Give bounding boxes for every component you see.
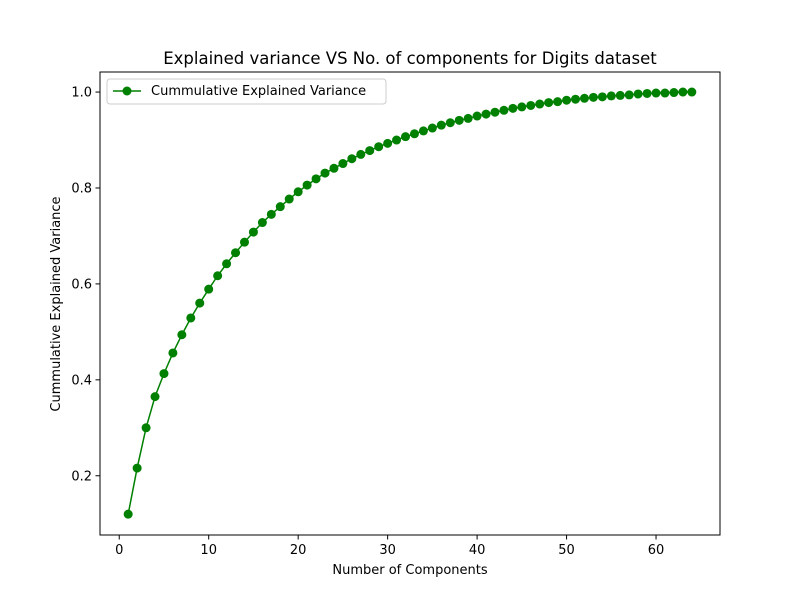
data-point [150,392,160,402]
data-point [571,94,581,104]
data-point [168,348,178,358]
y-tick-label: 0.8 [71,181,92,196]
data-point [651,88,661,98]
data-point [508,103,518,113]
data-point [472,111,482,121]
data-point [266,209,276,219]
data-point [222,259,232,269]
data-point [490,107,500,117]
data-point [517,102,527,112]
data-point [123,509,133,519]
data-point [320,168,330,178]
chart-title: Explained variance VS No. of components … [163,49,657,68]
data-point [195,298,205,308]
data-point [544,98,554,108]
legend: Cummulative Explained Variance [106,78,387,105]
data-point [579,93,589,103]
data-point [678,87,688,97]
legend-label: Cummulative Explained Variance [151,84,366,99]
data-point [642,88,652,98]
data-point [329,163,339,173]
data-point [177,330,187,340]
data-point [239,237,249,247]
data-point [231,248,241,258]
data-point [186,313,196,323]
x-tick-label: 40 [469,543,486,558]
data-point [392,135,402,145]
data-point [606,91,616,101]
data-point [624,90,634,100]
data-point [454,115,464,125]
x-tick-label: 60 [648,543,665,558]
x-tick-label: 0 [115,543,123,558]
data-point [409,129,419,139]
plot-area [123,87,697,519]
data-point [633,89,643,99]
data-point [669,88,679,98]
x-tick-label: 20 [290,543,307,558]
x-axis-label: Number of Components [332,563,487,578]
data-point [535,99,545,109]
legend-box [106,78,387,105]
data-point [445,118,455,128]
y-tick-label: 0.2 [71,469,92,484]
x-tick-label: 30 [379,543,396,558]
data-point [132,463,142,473]
data-point [383,138,393,148]
data-point [374,142,384,152]
data-point [338,159,348,169]
data-point [615,90,625,100]
data-point [365,146,375,156]
data-point [562,95,572,105]
data-point [401,132,411,142]
axes-frame [99,71,721,536]
data-point [347,154,357,164]
data-point [159,369,169,379]
data-point [660,88,670,98]
data-point [257,218,267,228]
data-point [204,284,214,294]
data-point [284,194,294,204]
x-tick-label: 10 [200,543,217,558]
data-point [687,87,697,97]
data-point [597,92,607,102]
data-point [436,120,446,130]
y-tick-label: 0.6 [71,277,92,292]
data-point [302,180,312,190]
data-point [499,105,509,115]
data-point [248,227,258,237]
y-tick-label: 0.4 [71,373,92,388]
data-point [526,100,536,110]
legend-marker-swatch [122,86,132,96]
data-point [213,271,223,281]
y-axis-label: Cummulative Explained Variance [49,196,64,411]
data-point [293,187,303,197]
y-axis: 0.2 0.4 0.6 0.8 1.0 [71,86,100,484]
x-tick-label: 50 [558,543,575,558]
data-point [418,126,428,136]
data-point [481,109,491,119]
series-line [127,91,692,515]
data-point [356,149,366,159]
data-point [427,123,437,133]
y-tick-label: 1.0 [71,86,92,101]
data-point [463,113,473,123]
data-point [588,92,598,102]
data-point [311,174,321,184]
x-axis: 0 10 20 30 40 50 60 [115,535,664,558]
data-point [553,97,563,107]
data-point [141,423,151,433]
data-point [275,202,285,212]
